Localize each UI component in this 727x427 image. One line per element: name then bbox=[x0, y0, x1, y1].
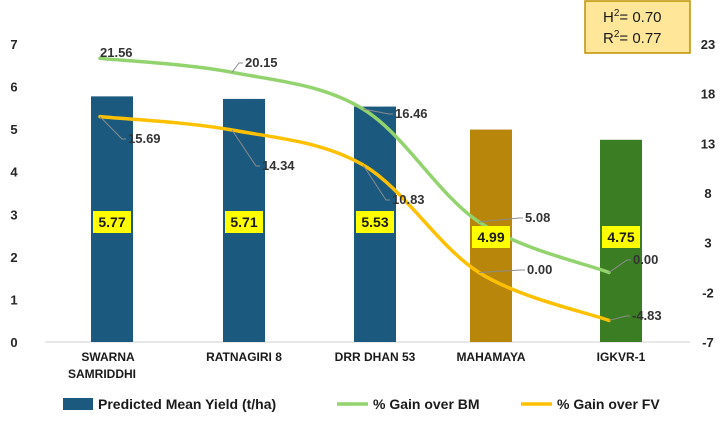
right-tick-label: 23 bbox=[701, 37, 715, 52]
heritability-stat: H2= 0.70 bbox=[603, 8, 662, 26]
category-labels: SWARNA SAMRIDDHI RATNAGIRI 8 DRR DHAN 53 MAH… bbox=[68, 350, 646, 381]
gain-over-fv-label: 10.83 bbox=[362, 164, 425, 207]
svg-text:14.34: 14.34 bbox=[262, 158, 295, 173]
left-tick-label: 3 bbox=[10, 207, 17, 222]
gain-over-fv-label: 0.00 bbox=[478, 262, 552, 277]
gain-over-bm-label: 21.56 bbox=[100, 45, 133, 60]
gain-over-bm-label: 5.08 bbox=[478, 210, 550, 225]
svg-text:5.77: 5.77 bbox=[98, 214, 125, 230]
right-tick-label: -2 bbox=[702, 285, 714, 300]
bar-value-label: 5.77 bbox=[93, 211, 131, 233]
left-tick-label: 6 bbox=[10, 80, 17, 95]
svg-text:20.15: 20.15 bbox=[245, 55, 278, 70]
line-data-labels: 21.56 20.15 16.46 5.08 0.00 15.69 14.34 10.83 0.… bbox=[99, 45, 662, 323]
right-tick-label: 13 bbox=[701, 136, 715, 151]
stats-box: H2= 0.70 R2= 0.77 bbox=[584, 0, 691, 54]
gain-over-fv-label: 14.34 bbox=[231, 129, 295, 173]
bar-value-label: 5.53 bbox=[356, 211, 394, 233]
right-axis-ticks: -7 -2 3 8 13 18 23 bbox=[701, 37, 715, 350]
bar-value-label: 5.71 bbox=[225, 211, 263, 233]
right-tick-label: 3 bbox=[704, 236, 711, 251]
category-label: RATNAGIRI 8 bbox=[206, 350, 282, 364]
gain-over-fv-label: -4.83 bbox=[608, 308, 662, 323]
category-label: DRR DHAN 53 bbox=[335, 350, 416, 364]
gain-over-fv-label: 15.69 bbox=[99, 116, 161, 146]
stats-box-frame bbox=[584, 0, 691, 54]
right-tick-label: 18 bbox=[701, 87, 715, 102]
bar-value-label: 4.75 bbox=[602, 226, 640, 248]
svg-text:21.56: 21.56 bbox=[100, 45, 133, 60]
left-axis-ticks: 0 1 2 3 4 5 6 7 bbox=[10, 37, 18, 350]
svg-text:% Gain over FV: % Gain over FV bbox=[557, 396, 660, 412]
legend-item-gain-fv: % Gain over FV bbox=[521, 396, 660, 412]
legend-item-gain-bm: % Gain over BM bbox=[337, 396, 480, 412]
left-tick-label: 0 bbox=[10, 335, 17, 350]
right-tick-label: -7 bbox=[702, 335, 714, 350]
bar-value-label: 4.99 bbox=[472, 226, 510, 248]
legend-item-yield: Predicted Mean Yield (t/ha) bbox=[63, 396, 276, 412]
svg-text:10.83: 10.83 bbox=[392, 192, 425, 207]
svg-text:5.08: 5.08 bbox=[525, 210, 550, 225]
category-label: IGKVR-1 bbox=[597, 350, 646, 364]
svg-text:Predicted Mean Yield (t/ha): Predicted Mean Yield (t/ha) bbox=[98, 396, 276, 412]
svg-text:0.00: 0.00 bbox=[633, 252, 658, 267]
left-tick-label: 7 bbox=[10, 37, 17, 52]
category-label: SAMRIDDHI bbox=[68, 367, 136, 381]
svg-text:-4.83: -4.83 bbox=[632, 308, 662, 323]
svg-text:16.46: 16.46 bbox=[395, 106, 428, 121]
right-tick-label: 8 bbox=[704, 186, 711, 201]
svg-text:5.71: 5.71 bbox=[230, 214, 257, 230]
category-label: SWARNA bbox=[81, 350, 135, 364]
left-tick-label: 5 bbox=[10, 122, 17, 137]
left-tick-label: 2 bbox=[10, 250, 17, 265]
legend: Predicted Mean Yield (t/ha) % Gain over B… bbox=[63, 396, 660, 412]
left-tick-label: 4 bbox=[10, 165, 18, 180]
left-tick-label: 1 bbox=[10, 292, 17, 307]
r-squared-stat: R2= 0.77 bbox=[603, 29, 662, 47]
svg-text:15.69: 15.69 bbox=[128, 131, 161, 146]
svg-text:4.99: 4.99 bbox=[477, 229, 504, 245]
svg-text:% Gain over BM: % Gain over BM bbox=[373, 396, 480, 412]
svg-text:5.53: 5.53 bbox=[361, 214, 388, 230]
gain-over-bm-label: 16.46 bbox=[362, 106, 428, 121]
category-label: MAHAMAYA bbox=[456, 350, 525, 364]
svg-text:0.00: 0.00 bbox=[527, 262, 552, 277]
svg-text:4.75: 4.75 bbox=[607, 229, 634, 245]
gain-over-bm-label: 20.15 bbox=[231, 55, 278, 73]
bar-data-labels: 5.77 5.71 5.53 4.99 4.75 bbox=[93, 211, 640, 248]
gain-over-bm-label: 0.00 bbox=[608, 252, 658, 273]
